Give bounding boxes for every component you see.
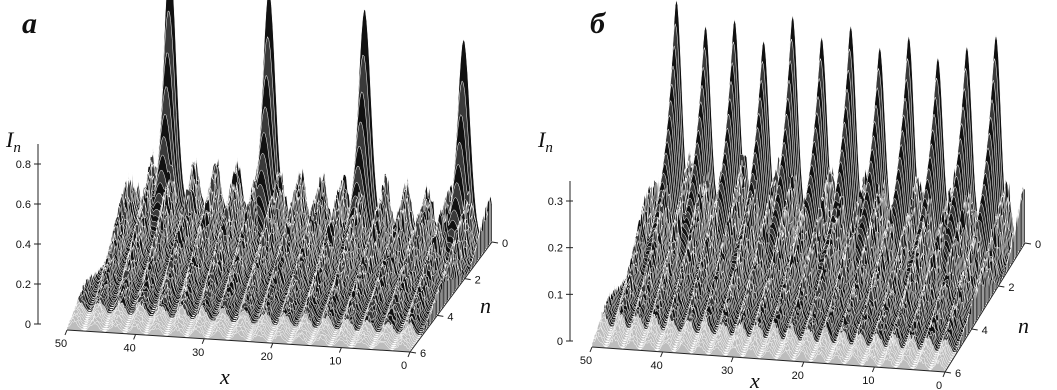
panel-b-x-tick-label: 50 (580, 355, 592, 367)
panel-a-z-title: In (5, 127, 21, 156)
panel-a-surface (66, 0, 493, 353)
panel-b-x-tick-label: 40 (650, 360, 662, 372)
panel-a-x-axis-line (66, 329, 411, 353)
panel-a-surface-strip (70, 311, 415, 347)
panel-a-n-tick (409, 351, 417, 354)
panel-a-x-tick (338, 347, 342, 353)
panel-b-x-tick-label: 30 (721, 365, 733, 377)
panel-b-label: б (590, 7, 606, 40)
panel-b-x-axis-line (591, 346, 946, 373)
panel-a-x-tick-label: 10 (329, 356, 341, 368)
panel-b-z-tick-label: 0.2 (548, 243, 563, 255)
panel-b-surface-strip (605, 298, 962, 347)
panel-a-z-tick-label: 0 (25, 319, 31, 331)
panel-b-x-tick (730, 356, 734, 363)
panel-b-n-tick (1024, 242, 1032, 245)
panel-b-surface-strip (599, 315, 955, 358)
panel-a-z-tick-label: 0.6 (16, 199, 31, 211)
panel-a-x-tick-label: 40 (123, 342, 135, 354)
panel-b-surface (591, 0, 1026, 373)
panel-b-x-tick (589, 346, 593, 353)
panel-b-surface-strip (591, 335, 946, 373)
panel-a-x-tick-label: 20 (261, 351, 273, 363)
panel-b-n-title: n (1018, 313, 1029, 338)
panel-a-n-tick-label: 6 (420, 348, 426, 360)
panel-b-surface-strip (596, 322, 951, 364)
panel-b-x-tick-label: 10 (862, 375, 874, 387)
panel-b-surface-strip (601, 310, 956, 356)
panel-a-label: а (22, 7, 37, 40)
panel-a-z-tick-label: 0.4 (16, 239, 31, 251)
panel-b-x-tick-label: 0 (936, 380, 942, 390)
panel-b-n-axis-line (944, 242, 1026, 373)
panel-a-axes (37, 144, 493, 353)
panel-b-x-tick (871, 366, 875, 373)
panel-b-surface-plot: б 0 0.1 0.2 0.3 50 40 30 20 10 0 0 2 4 6 In x n (537, 0, 1041, 390)
panel-b-x-tick-label: 20 (792, 370, 804, 382)
panel-a-n-axis-line (409, 241, 493, 353)
panel-a-x-tick (133, 334, 137, 340)
panel-a-n-tick (437, 314, 444, 317)
panel-a-x-tick (201, 338, 205, 344)
panel-b-x-title: x (749, 368, 760, 390)
panel-a-z-tick-label: 0.2 (16, 279, 31, 291)
panel-b-z-title-sub: n (545, 140, 553, 156)
panel-b-surface-strip (604, 302, 960, 349)
panel-b-x-ticks: 50 40 30 20 10 0 (580, 346, 946, 390)
panel-b-z-tick-label: 0 (557, 336, 563, 348)
panel-b-n-tick-label: 6 (955, 368, 961, 380)
panel-a-z-title-sub: n (13, 140, 21, 156)
panel-b-z-tick-label: 0.1 (548, 289, 563, 301)
panel-b-n-tick (944, 371, 952, 374)
panel-b-surface-strip (602, 307, 958, 353)
panel-a-x-title: x (219, 364, 230, 389)
panel-a-x-tick (270, 343, 274, 349)
panel-b-n-tick-label: 4 (982, 325, 988, 337)
panel-b-n-tick-label: 0 (1035, 239, 1041, 251)
panel-b-n-tick (971, 328, 978, 331)
panel-a-surface-strip (79, 290, 426, 333)
panel-a-x-tick-label: 0 (401, 360, 407, 372)
panel-a-z-tick-label: 0.8 (16, 159, 31, 171)
panel-a-n-tick-label: 4 (447, 311, 453, 323)
panel-a-z-title-main: I (5, 127, 15, 152)
panel-a-n-tick (491, 241, 499, 244)
panel-a-n-tick-label: 0 (502, 238, 508, 250)
panel-a-surface-plot: а 0 0.2 0.4 0.6 0.8 50 40 30 20 10 0 0 2 4 6 In x n (5, 0, 508, 389)
panel-a-x-tick (407, 351, 411, 358)
panel-b-n-tick (998, 285, 1005, 288)
panel-b-z-title: In (537, 127, 553, 156)
panel-b-z-ticks: 0 0.1 0.2 0.3 (548, 196, 573, 348)
panel-b-axes (569, 181, 1026, 373)
panel-b-z-title-main: I (537, 127, 547, 152)
panel-a-z-ticks: 0 0.2 0.4 0.6 0.8 (16, 159, 41, 331)
panel-b-n-ticks: 0 2 4 6 (944, 239, 1041, 380)
panel-b-z-tick-label: 0.3 (548, 196, 563, 208)
panel-b-n-tick-label: 2 (1008, 282, 1014, 294)
panel-a-x-tick-label: 30 (192, 347, 204, 359)
panel-a-x-tick-label: 50 (55, 338, 67, 350)
panel-b-x-tick (801, 361, 805, 368)
panel-a-n-tick (464, 278, 471, 281)
panel-a-n-ticks: 0 2 4 6 (409, 238, 508, 360)
panel-b-x-tick (942, 371, 946, 378)
panel-a-surface-strip (66, 320, 411, 353)
panel-a-x-ticks: 50 40 30 20 10 0 (55, 329, 411, 372)
panel-a-n-tick-label: 2 (475, 275, 481, 287)
panel-a-x-tick (64, 329, 68, 336)
panel-a-n-title: n (480, 293, 491, 318)
panel-a-surface-strip (72, 306, 418, 344)
panel-b-x-tick (660, 351, 664, 358)
